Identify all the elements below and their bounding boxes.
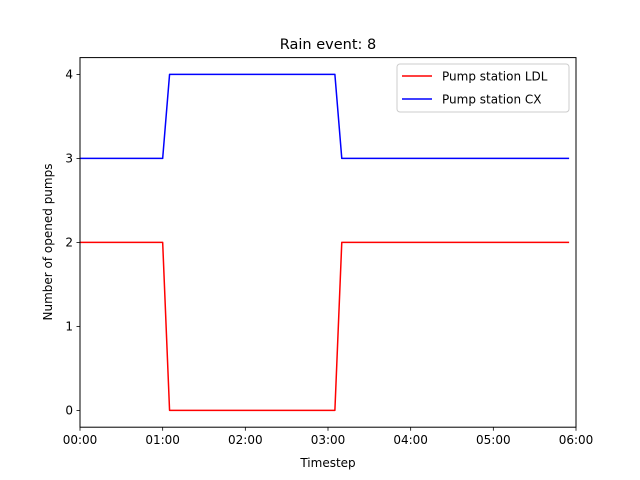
- legend-box: [396, 63, 570, 113]
- series-line-cx: [80, 73, 570, 160]
- series-layer: [80, 73, 570, 412]
- y-tick-label: 0: [65, 404, 73, 418]
- y-tick-label: 1: [65, 320, 73, 334]
- x-tick-label: 05:00: [476, 433, 511, 447]
- legend-label: Pump station CX: [442, 92, 541, 106]
- y-tick-label: 2: [65, 236, 73, 250]
- x-tick-label: 04:00: [393, 433, 428, 447]
- y-tick-label: 3: [65, 152, 73, 166]
- y-axis-label: Number of opened pumps: [41, 164, 55, 321]
- x-tick-label: 03:00: [311, 433, 346, 447]
- x-axis-label: Timestep: [299, 456, 355, 470]
- legend: Pump station LDL Pump station CX: [396, 63, 570, 113]
- x-tick-label: 06:00: [559, 433, 594, 447]
- chart-title: Rain event: 8: [280, 37, 377, 53]
- x-tick-label: 00:00: [63, 433, 98, 447]
- x-tick-label: 01:00: [145, 433, 180, 447]
- y-axis: 0 1 2 3 4: [65, 68, 80, 418]
- y-tick-label: 4: [65, 68, 73, 82]
- series-line-ldl: [80, 241, 570, 412]
- legend-label: Pump station LDL: [442, 69, 548, 83]
- x-axis: 00:00 01:00 02:00 03:00 04:00 05:00 06:00: [63, 427, 594, 447]
- x-tick-label: 02:00: [228, 433, 263, 447]
